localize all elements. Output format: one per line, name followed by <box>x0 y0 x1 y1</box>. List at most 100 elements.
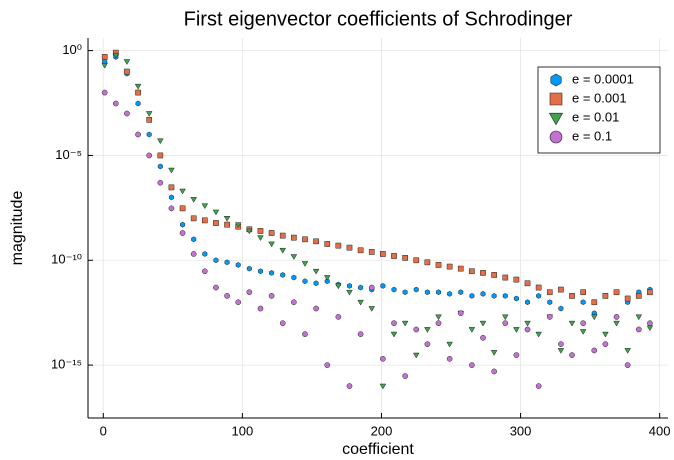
point <box>257 228 264 234</box>
point <box>257 305 264 312</box>
point <box>380 283 386 289</box>
point <box>202 251 208 257</box>
point <box>346 244 353 251</box>
point <box>101 62 108 69</box>
point <box>591 299 598 306</box>
point <box>558 286 564 293</box>
point <box>602 331 609 338</box>
point <box>524 320 531 327</box>
legend-marker <box>548 112 564 126</box>
point <box>580 299 586 306</box>
point <box>357 299 364 306</box>
point <box>212 209 220 216</box>
point <box>613 289 620 296</box>
point <box>201 268 208 275</box>
point <box>268 293 275 299</box>
point <box>647 320 653 326</box>
point <box>424 341 431 347</box>
point <box>524 280 531 287</box>
point <box>391 320 397 326</box>
point <box>580 320 587 326</box>
point <box>424 259 431 266</box>
x-tick-label: 0 <box>100 423 107 438</box>
point <box>569 293 575 299</box>
point <box>501 314 509 321</box>
point <box>146 152 153 159</box>
point <box>435 314 442 321</box>
point <box>447 290 453 297</box>
chart-title: First eigenvector coefficients of Schrod… <box>184 8 573 30</box>
point <box>157 152 164 159</box>
point <box>458 289 464 296</box>
point <box>213 284 219 291</box>
point <box>635 314 643 321</box>
point <box>201 217 208 224</box>
y-tick-label: 10⁻¹⁵ <box>51 357 82 372</box>
point <box>602 293 609 299</box>
point <box>580 289 587 296</box>
point <box>179 230 186 236</box>
point <box>302 236 308 243</box>
point <box>313 305 319 312</box>
point <box>335 283 342 290</box>
point <box>402 289 408 296</box>
point <box>391 286 397 293</box>
legend-label: e = 0.001 <box>572 90 627 105</box>
legend-marker <box>550 73 562 87</box>
point <box>191 236 197 243</box>
point <box>479 320 487 327</box>
point <box>135 100 141 107</box>
point <box>168 167 175 174</box>
point <box>535 331 542 338</box>
point <box>491 272 497 278</box>
point <box>313 280 319 287</box>
point <box>435 320 442 326</box>
point <box>246 265 252 272</box>
point <box>223 216 231 222</box>
point <box>246 228 253 235</box>
point <box>324 241 331 247</box>
point <box>536 293 542 299</box>
point <box>123 59 131 65</box>
point <box>590 314 598 321</box>
point <box>157 138 164 145</box>
point <box>380 251 386 257</box>
point <box>279 320 286 326</box>
point <box>224 221 230 228</box>
point <box>446 341 453 348</box>
point <box>291 234 297 241</box>
point <box>557 348 565 354</box>
point <box>280 272 286 278</box>
y-tick-label: 10⁰ <box>62 42 82 57</box>
legend-marker <box>549 92 563 106</box>
point <box>157 179 164 186</box>
point <box>112 52 120 59</box>
point <box>457 310 464 316</box>
point <box>135 89 141 96</box>
x-axis-label: coefficient <box>342 441 414 458</box>
point <box>502 274 509 281</box>
point <box>624 295 631 302</box>
point <box>624 362 631 368</box>
point <box>491 293 497 299</box>
point <box>613 314 620 320</box>
point <box>168 194 174 201</box>
point <box>535 383 542 389</box>
point <box>190 251 197 257</box>
point <box>168 184 175 191</box>
point <box>168 205 175 212</box>
point <box>490 350 498 356</box>
point <box>179 205 186 212</box>
point <box>112 100 119 107</box>
point <box>635 326 642 333</box>
y-tick-label: 10⁻¹⁰ <box>51 252 82 267</box>
point <box>157 163 163 170</box>
point <box>635 293 642 299</box>
point <box>213 220 219 226</box>
point <box>301 261 309 267</box>
point <box>346 283 352 289</box>
point <box>101 54 108 60</box>
point <box>279 232 286 239</box>
point <box>268 241 275 248</box>
legend-label: e = 0.0001 <box>572 71 634 86</box>
